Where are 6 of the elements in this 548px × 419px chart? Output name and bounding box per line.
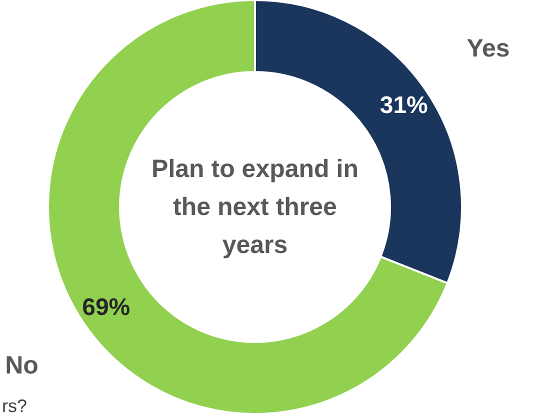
slice-label: No	[5, 352, 38, 380]
data-label: 31%	[380, 92, 428, 119]
slice-label: Yes	[466, 34, 510, 62]
data-label: 69%	[82, 294, 130, 322]
text: Plan to expand in the next three years	[152, 155, 358, 259]
text: rs?	[2, 396, 28, 416]
